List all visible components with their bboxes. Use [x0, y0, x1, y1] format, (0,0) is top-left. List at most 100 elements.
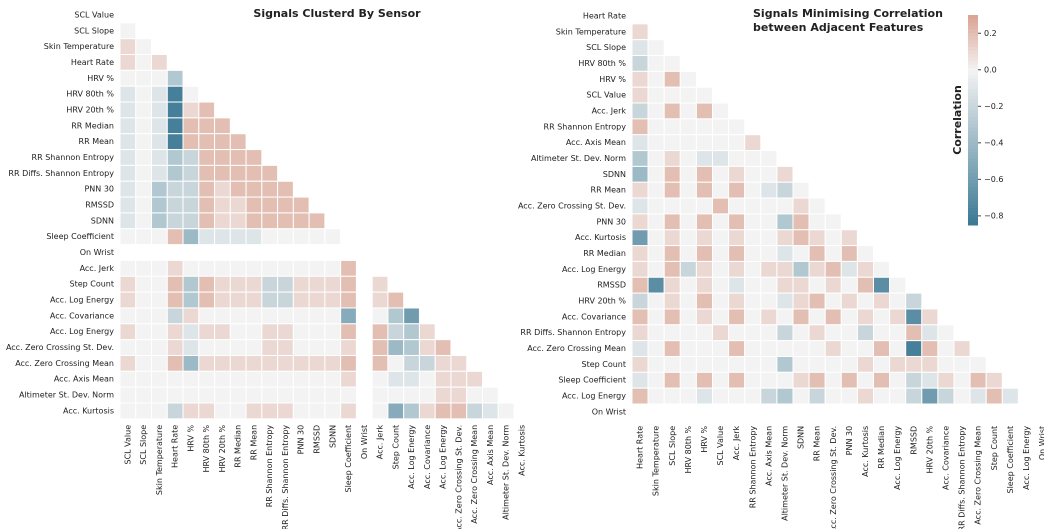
row-label: SCL Slope [586, 43, 626, 52]
heatmap-cell [663, 308, 681, 326]
heatmap-cell [214, 212, 231, 230]
heatmap-cell [308, 307, 326, 325]
colorbar-segment [968, 109, 978, 114]
heatmap-cell [182, 370, 200, 388]
heatmap-cell [182, 85, 200, 103]
heatmap-cell [695, 134, 714, 152]
heatmap-cell [387, 323, 405, 341]
heatmap-cell [434, 370, 452, 388]
column-label: PNN 30 [297, 425, 306, 455]
heatmap-cell [119, 402, 137, 420]
colorbar-segment [968, 141, 978, 145]
column-label: On Wrist [360, 425, 369, 459]
heatmap-cell [450, 354, 468, 372]
heatmap-cell [776, 292, 794, 310]
heatmap-cell [712, 150, 730, 167]
column-label: RR Mean [813, 426, 822, 461]
heatmap-cell [214, 149, 231, 166]
heatmap-cell [418, 370, 436, 388]
heatmap-cell [744, 165, 762, 183]
heatmap-cell [824, 276, 842, 294]
heatmap-cell [873, 340, 891, 357]
heatmap-cell [198, 196, 216, 214]
column-label: PNN 30 [845, 426, 854, 456]
heatmap-cell [182, 149, 200, 166]
heatmap-cell [695, 229, 714, 247]
heatmap-cell [481, 402, 499, 420]
heatmap-cell [663, 213, 681, 231]
row-label: RMSSD [85, 201, 114, 210]
heatmap-cell [663, 355, 681, 373]
heatmap-cell [182, 212, 200, 230]
heatmap-cell [261, 196, 279, 214]
heatmap-cell [151, 149, 168, 166]
heatmap-cell [695, 340, 714, 357]
colorbar-segment [968, 50, 978, 54]
heatmap-cell [728, 324, 746, 342]
heatmap-cell [198, 291, 216, 309]
heatmap-cell [151, 133, 168, 151]
row-label: PNN 30 [84, 185, 114, 194]
heatmap-cell [371, 339, 389, 356]
colorbar-segment [968, 39, 978, 44]
heatmap-cell [792, 308, 810, 326]
heatmap-cell [434, 386, 452, 404]
row-label: Acc. Zero Crossing Mean [15, 359, 114, 368]
heatmap-cell [229, 180, 247, 198]
heatmap-cell [889, 292, 907, 310]
row-label: Acc. Kurtosis [63, 406, 114, 415]
heatmap-cell [937, 324, 955, 342]
heatmap-cell [921, 324, 939, 342]
colorbar-segment [968, 88, 978, 93]
heatmap-cell [340, 402, 357, 420]
colorbar-segment [968, 214, 978, 219]
heatmap-cell [135, 259, 153, 277]
heatmap-cell [135, 133, 153, 151]
heatmap-cell [679, 340, 697, 357]
heatmap-cell [953, 387, 971, 405]
heatmap-cell [728, 308, 746, 326]
row-label: Acc. Jerk [80, 264, 115, 273]
heatmap-cell [198, 323, 216, 341]
heatmap-cell [371, 307, 389, 325]
heatmap-cell [873, 292, 891, 310]
heatmap-cell [198, 101, 216, 119]
heatmap-cell [166, 101, 184, 119]
heatmap-cell [679, 371, 697, 389]
heatmap-cell [776, 387, 794, 405]
heatmap-cell [245, 259, 263, 277]
heatmap-cell [808, 340, 826, 357]
heatmap-cell [135, 196, 153, 214]
colorbar-tick-label: −0.6 [984, 175, 1003, 184]
heatmap-cell [695, 86, 714, 104]
heatmap-cell [808, 197, 826, 215]
heatmap-cell [245, 386, 263, 404]
heatmap-cell [277, 402, 294, 420]
heatmap-cell [856, 371, 875, 389]
row-label: HRV % [87, 74, 114, 83]
heatmap-cell [840, 308, 858, 326]
heatmap-cell [631, 181, 649, 199]
heatmap-cell [324, 323, 342, 341]
heatmap-cell [712, 371, 730, 389]
heatmap-cell [324, 354, 342, 372]
colorbar-segment [968, 71, 978, 75]
heatmap-cell [182, 117, 200, 135]
heatmap-cell [873, 371, 891, 389]
heatmap-cell [647, 260, 665, 278]
heatmap-cell [151, 228, 168, 246]
colorbar-tick-label: −0.2 [984, 102, 1003, 111]
column-label: Skin Temperature [155, 425, 164, 495]
heatmap-cell [245, 212, 263, 230]
heatmap-cell [119, 291, 137, 309]
heatmap-cell [166, 149, 184, 166]
heatmap-cell [937, 340, 955, 357]
heatmap-cell [340, 339, 357, 356]
heatmap-cell [647, 197, 665, 215]
heatmap-cell [151, 180, 168, 198]
heatmap-cell [663, 134, 681, 152]
heatmap-cell [760, 371, 778, 389]
heatmap-cell [340, 370, 357, 388]
heatmap-cell [953, 371, 971, 389]
heatmap-cell [905, 340, 923, 357]
